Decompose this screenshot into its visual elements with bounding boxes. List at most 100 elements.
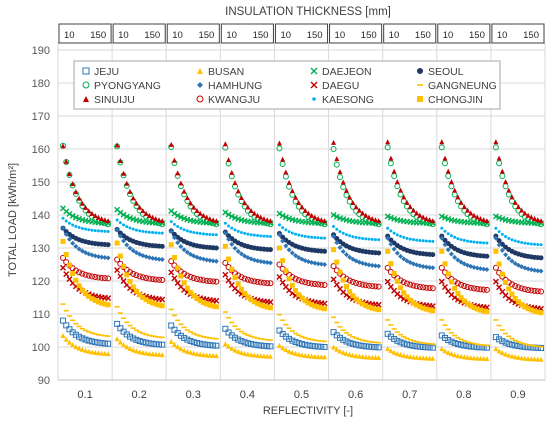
data-point [121,170,127,176]
data-point [238,338,245,345]
data-point [315,281,322,288]
data-point [413,283,420,290]
data-point [384,278,391,285]
data-point [190,275,197,282]
data-point [194,351,200,357]
data-point [392,231,396,235]
legend-box [73,60,501,110]
data-point [147,230,151,234]
data-point [89,338,95,345]
data-point [261,353,267,359]
data-point [459,238,463,242]
data-point [227,224,231,228]
data-point [171,210,178,217]
data-point [299,204,305,210]
data-point [251,341,258,348]
data-point [226,233,232,239]
data-point [156,217,162,223]
data-point [63,158,69,164]
data-point [306,235,310,239]
data-point [532,216,538,222]
data-point [331,344,337,350]
data-point [411,238,415,242]
data-point [105,242,111,248]
data-point [92,339,99,346]
data-point [232,334,238,341]
data-point [362,282,369,289]
y-tick-label: 130 [32,243,50,255]
data-point [70,240,76,246]
thickness-tick-min: 10 [226,30,237,41]
data-point [515,284,522,291]
thickness-tick-min: 10 [497,30,508,41]
data-point [407,281,414,288]
data-point [455,194,461,200]
data-point [264,343,271,350]
data-point [267,299,274,306]
data-point [117,260,124,267]
data-point [496,284,503,291]
data-point [187,338,194,345]
data-point [89,296,95,302]
data-point [305,300,311,306]
data-point [60,264,66,271]
data-point [384,144,391,151]
data-point [73,189,79,195]
data-point [60,225,66,231]
y-tick-label: 120 [32,276,50,288]
data-point [292,339,299,346]
y-axis: TOTAL LOAD [kWh/m²] 90 100 110 120 130 140 150… [7,45,50,387]
data-point [484,253,490,259]
data-point [513,239,517,243]
data-point [242,350,248,356]
data-point [276,232,282,238]
data-point [512,199,518,205]
data-point [238,251,244,257]
data-point [482,241,486,245]
data-point [385,235,391,241]
data-point [73,344,79,350]
data-point [133,200,139,206]
data-point [312,214,318,220]
data-point [105,302,111,308]
data-point [388,348,394,354]
data-point [439,346,445,352]
data-point [213,353,219,359]
data-points [60,139,544,362]
data-point [375,344,382,351]
data-point [388,237,394,243]
data-point [146,298,152,304]
data-point [493,248,499,254]
data-point [63,259,70,266]
data-point [267,353,273,359]
data-point [118,221,122,225]
data-point [76,269,83,276]
data-point [363,261,369,267]
data-point [84,227,88,231]
data-point [389,229,393,233]
data-point [280,345,286,351]
data-point [105,255,111,261]
data-point [99,350,105,356]
data-point [337,245,343,251]
data-point [309,259,315,265]
data-point [330,276,337,283]
data-point [417,212,423,218]
x-tick-label: 0.7 [402,389,417,401]
data-point [229,266,235,272]
data-point [343,338,350,345]
data-point [146,351,152,357]
y-tick-label: 90 [38,375,50,387]
data-point [92,349,98,355]
data-point [63,252,69,258]
data-point [79,335,86,342]
data-point [248,297,254,303]
data-point [337,269,343,275]
data-point [255,258,261,264]
legend-marker [196,95,204,103]
data-point [99,300,105,306]
data-point [280,156,286,162]
data-point [286,335,293,342]
data-point [518,343,525,350]
data-point [443,229,447,233]
